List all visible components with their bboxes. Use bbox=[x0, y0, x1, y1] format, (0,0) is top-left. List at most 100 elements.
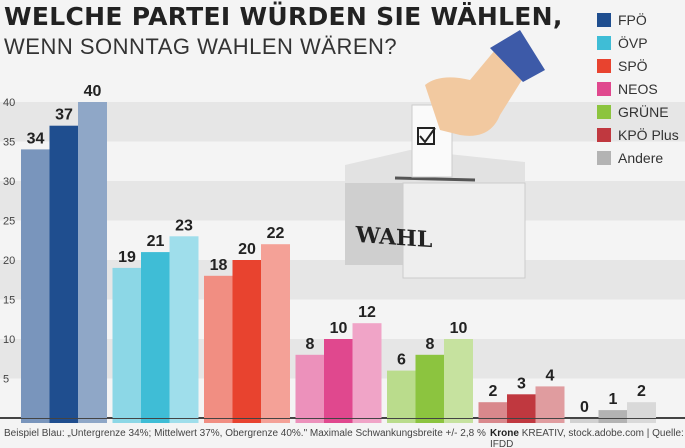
bar-sp- bbox=[261, 244, 290, 418]
legend-swatch bbox=[597, 127, 611, 142]
hand-icon bbox=[425, 50, 525, 136]
y-tick-label: 15 bbox=[3, 295, 15, 307]
axis-color-strip bbox=[232, 419, 262, 423]
legend-item: SPÖ bbox=[597, 54, 679, 77]
data-label: 2 bbox=[637, 383, 646, 400]
bar-neos bbox=[324, 339, 353, 418]
checkbox-icon bbox=[417, 127, 435, 145]
bar-andere bbox=[627, 402, 656, 418]
y-tick-label: 40 bbox=[3, 97, 15, 109]
data-label: 1 bbox=[609, 391, 618, 408]
data-label: 4 bbox=[546, 367, 555, 384]
axis-color-strip bbox=[535, 419, 565, 423]
data-label: 3 bbox=[517, 375, 526, 392]
axis-color-strip bbox=[478, 419, 508, 423]
axis-color-strip bbox=[112, 419, 142, 423]
axis-color-strip bbox=[295, 419, 325, 423]
legend-swatch bbox=[597, 58, 611, 73]
legend-swatch bbox=[597, 150, 611, 165]
axis-color-strip bbox=[352, 419, 382, 423]
data-label: 12 bbox=[358, 304, 376, 321]
bar-gr-ne bbox=[415, 354, 445, 418]
data-label: 40 bbox=[84, 83, 102, 100]
data-label: 21 bbox=[147, 233, 165, 250]
legend-item: NEOS bbox=[597, 77, 679, 100]
axis-color-strip bbox=[78, 419, 107, 423]
axis-color-strip bbox=[21, 419, 50, 423]
legend-label: GRÜNE bbox=[618, 103, 669, 120]
y-tick-label: 35 bbox=[3, 137, 15, 149]
legend-label: SPÖ bbox=[618, 57, 648, 74]
legend-swatch bbox=[597, 104, 611, 119]
y-tick-label: 10 bbox=[3, 334, 15, 346]
footnote: Beispiel Blau: „Untergrenze 34%; Mittelw… bbox=[4, 428, 486, 439]
title-line-2: WENN SONNTAG WAHLEN WÄREN? bbox=[4, 34, 398, 59]
legend-swatch bbox=[597, 35, 611, 50]
ballot-box-label: WAHL bbox=[355, 222, 433, 253]
bar-fp- bbox=[21, 149, 50, 418]
axis-color-strip bbox=[169, 419, 199, 423]
grid-band bbox=[0, 181, 685, 221]
legend-label: ÖVP bbox=[618, 34, 648, 51]
box-side bbox=[345, 183, 405, 265]
data-label: 20 bbox=[238, 241, 256, 258]
legend-label: FPÖ bbox=[618, 11, 647, 28]
y-tick-label: 25 bbox=[3, 216, 15, 228]
data-label: 0 bbox=[580, 399, 589, 416]
data-label: 34 bbox=[27, 130, 45, 147]
source-text: KREATIV, stock.adobe.com | Quelle: IFDD bbox=[490, 428, 684, 448]
legend-label: Andere bbox=[618, 149, 664, 166]
axis-color-strip bbox=[387, 419, 416, 423]
bar-andere bbox=[598, 410, 628, 418]
sleeve bbox=[490, 30, 545, 82]
bar-sp- bbox=[204, 275, 233, 418]
axis-color-strip bbox=[444, 419, 473, 423]
box-front bbox=[402, 182, 526, 279]
data-label: 37 bbox=[55, 107, 73, 124]
data-label: 22 bbox=[267, 225, 285, 242]
axis-color-strip bbox=[598, 419, 628, 423]
legend-item: FPÖ bbox=[597, 8, 679, 31]
legend-label: NEOS bbox=[618, 80, 658, 97]
bar--vp bbox=[141, 252, 170, 418]
source: Krone KREATIV, stock.adobe.com | Quelle:… bbox=[490, 428, 685, 448]
data-label: 19 bbox=[118, 249, 136, 266]
legend-swatch bbox=[597, 81, 611, 96]
data-label: 10 bbox=[450, 320, 468, 337]
axis-color-strip bbox=[415, 419, 445, 423]
legend-swatch bbox=[597, 12, 611, 27]
bar--vp bbox=[169, 236, 199, 418]
data-label: 8 bbox=[306, 336, 315, 353]
legend-item: KPÖ Plus bbox=[597, 123, 679, 146]
axis-color-strip bbox=[204, 419, 233, 423]
bar-kp-plus bbox=[478, 402, 508, 418]
y-tick-label: 5 bbox=[3, 374, 9, 386]
y-tick-label: 30 bbox=[3, 176, 15, 188]
bar-kp-plus bbox=[535, 386, 565, 418]
axis-color-strip bbox=[141, 419, 170, 423]
bar-neos bbox=[295, 354, 325, 418]
axis-color-strip bbox=[570, 419, 599, 423]
legend-item: GRÜNE bbox=[597, 100, 679, 123]
data-label: 6 bbox=[397, 352, 406, 369]
check-mark-icon bbox=[419, 127, 436, 144]
axis-color-strip bbox=[324, 419, 353, 423]
data-label: 2 bbox=[489, 383, 498, 400]
grid-band bbox=[0, 102, 685, 142]
bar-fp- bbox=[49, 125, 79, 418]
legend-item: ÖVP bbox=[597, 31, 679, 54]
legend: FPÖ ÖVP SPÖ NEOS GRÜNE KPÖ Plus Andere bbox=[597, 8, 679, 169]
ballot-box-illustration: WAHL bbox=[345, 30, 545, 279]
data-label: 18 bbox=[210, 257, 228, 274]
data-label: 8 bbox=[426, 336, 435, 353]
y-tick-label: 20 bbox=[3, 255, 15, 267]
title-line-1: WELCHE PARTEI WÜRDEN SIE WÄHLEN, bbox=[4, 2, 563, 31]
data-label: 23 bbox=[175, 217, 193, 234]
bar-kp-plus bbox=[507, 394, 536, 418]
axis-color-strip bbox=[261, 419, 290, 423]
bar--vp bbox=[112, 267, 142, 418]
legend-item: Andere bbox=[597, 146, 679, 169]
ballot-slot bbox=[394, 176, 476, 182]
